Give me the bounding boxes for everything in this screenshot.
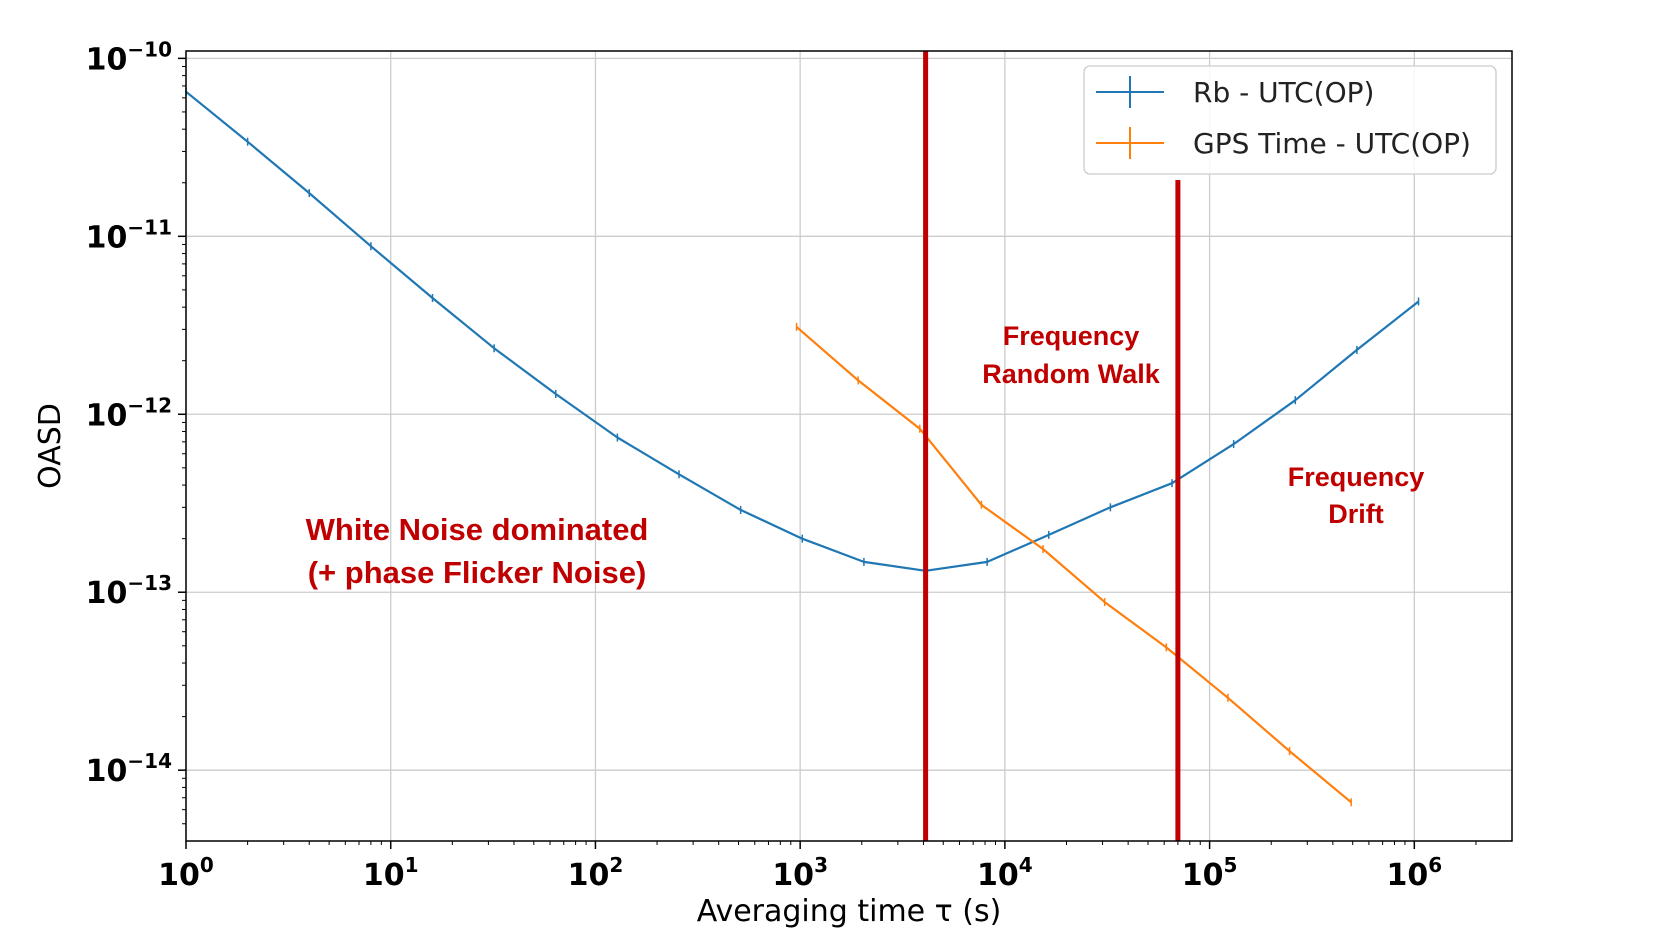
y-axis-title: OASD xyxy=(33,403,68,489)
annotation-random-walk-line1: Frequency xyxy=(1003,321,1140,351)
x-tick-label: 106 xyxy=(1386,853,1442,893)
annotation-white-noise: White Noise dominated (+ phase Flicker N… xyxy=(306,512,649,590)
y-tick-label: 10−11 xyxy=(86,215,172,255)
x-tick-label: 101 xyxy=(363,853,419,893)
major-ticks xyxy=(178,57,1416,849)
annotation-drift-line1: Frequency xyxy=(1288,462,1425,492)
x-tick-labels: 100 101 102 103 104 105 106 xyxy=(158,853,1442,893)
series-line-1 xyxy=(795,325,1352,804)
y-tick-label: 10−10 xyxy=(86,37,172,77)
region-boundaries xyxy=(923,51,1181,841)
grid-layer xyxy=(185,51,1512,841)
legend-box xyxy=(1083,65,1497,175)
y-tick-label: 10−13 xyxy=(86,571,172,611)
x-tick-label: 105 xyxy=(1182,853,1238,893)
legend-label-rb: Rb - UTC(OP) xyxy=(1193,76,1374,109)
legend-label-gps: GPS Time - UTC(OP) xyxy=(1193,127,1471,160)
annotation-white-noise-line2: (+ phase Flicker Noise) xyxy=(308,555,647,590)
legend: Rb - UTC(OP) GPS Time - UTC(OP) xyxy=(1083,65,1497,175)
x-tick-label: 100 xyxy=(158,853,214,893)
annotation-random-walk-line2: Random Walk xyxy=(982,359,1161,389)
minor-ticks xyxy=(182,66,1477,845)
annotation-white-noise-line1: White Noise dominated xyxy=(306,512,649,547)
annotation-random-walk: Frequency Random Walk xyxy=(982,321,1161,389)
x-tick-label: 102 xyxy=(568,853,624,893)
annotation-drift-line2: Drift xyxy=(1328,499,1384,529)
y-tick-label: 10−12 xyxy=(86,393,172,433)
x-tick-label: 103 xyxy=(772,853,828,893)
y-tick-label: 10−14 xyxy=(86,749,172,789)
annotation-drift: Frequency Drift xyxy=(1288,462,1425,529)
x-tick-label: 104 xyxy=(977,853,1033,893)
x-axis-title: Averaging time τ (s) xyxy=(697,894,1002,929)
series-layer xyxy=(185,87,1420,807)
plot-frame xyxy=(185,50,1513,842)
y-tick-labels: 10−10 10−11 10−12 10−13 10−14 xyxy=(86,37,172,789)
